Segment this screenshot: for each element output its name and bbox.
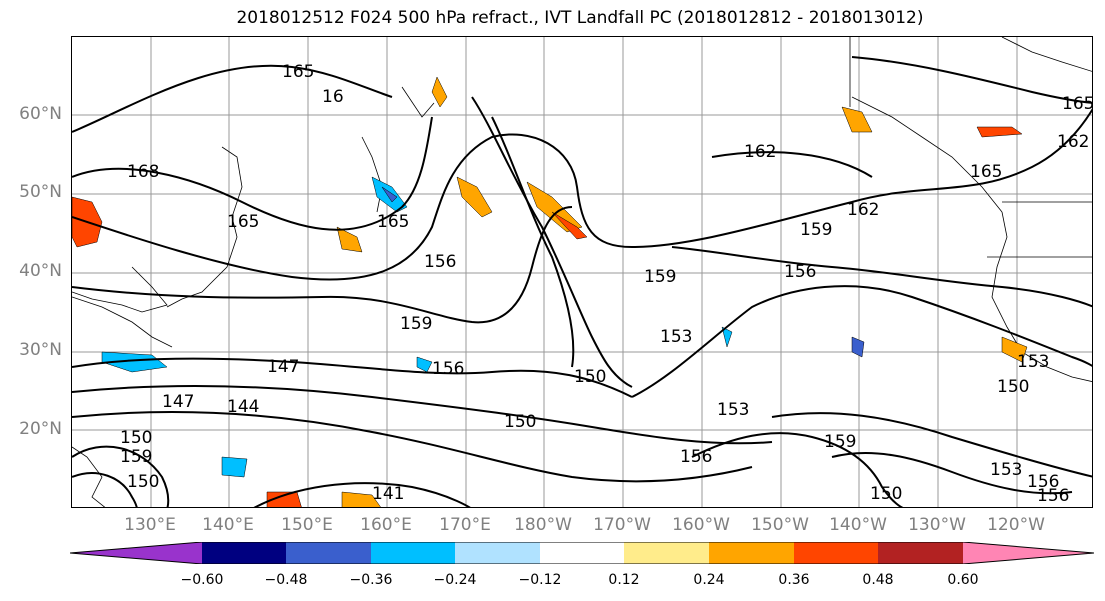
colorbar-segment: [624, 542, 709, 564]
colorbar-segment: [286, 542, 371, 564]
contour-label: 141: [372, 484, 404, 504]
contour-label: 159: [400, 314, 432, 334]
lon-label-170e: 170°E: [439, 515, 491, 535]
lon-label-160w: 160°W: [672, 515, 730, 535]
lat-label-30n: 30°N: [19, 340, 62, 360]
contour-label: 162: [1057, 132, 1089, 152]
shaded-features: [72, 76, 1028, 507]
contour-label: 147: [267, 357, 299, 377]
colorbar-segment: [70, 542, 202, 564]
gridlines: [72, 37, 1092, 507]
colorbar-tick: 0.60: [947, 572, 979, 588]
contour-label: 150: [504, 412, 536, 432]
coastlines: [72, 37, 1092, 507]
lon-label-150e: 150°E: [281, 515, 333, 535]
contour-label: 165: [1062, 94, 1093, 114]
contour-label: 156: [432, 359, 464, 379]
colorbar-segment: [202, 542, 286, 564]
lat-label-60n: 60°N: [19, 104, 62, 124]
contour-labels: 165 16 168 165 165 156 159 162 159 156 1…: [120, 62, 1093, 506]
contour-label: 168: [127, 162, 159, 182]
colorbar-segment: [709, 542, 794, 564]
colorbar: [70, 542, 1094, 564]
colorbar-tick: −0.36: [349, 572, 393, 588]
contour-label: 150: [127, 472, 159, 492]
colorbar-tick: 0.48: [862, 572, 894, 588]
contour-label: 159: [120, 447, 152, 467]
contour-label: 156: [424, 252, 456, 272]
colorbar-segment: [878, 542, 963, 564]
lon-label-130e: 130°E: [124, 515, 176, 535]
colorbar-tick: −0.60: [180, 572, 224, 588]
contour-label: 150: [120, 428, 152, 448]
contour-label: 147: [162, 392, 194, 412]
contour-label: 150: [574, 367, 606, 387]
colorbar-segment: [540, 542, 624, 564]
contour-label: 159: [824, 432, 856, 452]
colorbar-segment: [963, 542, 1094, 564]
contour-label: 150: [870, 484, 902, 504]
contour-label: 162: [847, 200, 879, 220]
lat-label-40n: 40°N: [19, 261, 62, 281]
colorbar-segment: [371, 542, 455, 564]
contour-label: 153: [717, 400, 749, 420]
contour-label: 16: [322, 87, 344, 107]
colorbar-tick: 0.12: [608, 572, 640, 588]
colorbar-tick: 0.36: [778, 572, 810, 588]
colorbar-tick: −0.24: [433, 572, 477, 588]
lon-label-150w: 150°W: [751, 515, 809, 535]
contour-label: 159: [800, 220, 832, 240]
lat-label-50n: 50°N: [19, 182, 62, 202]
contour-label: 165: [227, 212, 259, 232]
contour-label: 165: [970, 162, 1002, 182]
lon-label-120w: 120°W: [987, 515, 1045, 535]
colorbar-segment: [455, 542, 540, 564]
colorbar-tick: −0.12: [518, 572, 562, 588]
contour-label: 165: [377, 212, 409, 232]
colorbar-tick: −0.48: [264, 572, 308, 588]
lon-label-140e: 140°E: [202, 515, 254, 535]
contour-label: 156: [1027, 472, 1059, 492]
height-contours: [72, 56, 1092, 507]
map-canvas: 165 16 168 165 165 156 159 162 159 156 1…: [72, 37, 1093, 507]
lon-label-170w: 170°W: [593, 515, 651, 535]
contour-label: 162: [744, 142, 776, 162]
contour-label: 153: [660, 327, 692, 347]
contour-label: 156: [1037, 486, 1069, 506]
contour-label: 156: [784, 262, 816, 282]
lon-label-180w: 180°W: [514, 515, 572, 535]
contour-label: 165: [282, 62, 314, 82]
contour-label: 153: [1017, 352, 1049, 372]
contour-label: 150: [997, 377, 1029, 397]
lon-label-140w: 140°W: [829, 515, 887, 535]
colorbar-segment: [794, 542, 878, 564]
contour-label: 144: [227, 397, 259, 417]
map-panel: 165 16 168 165 165 156 159 162 159 156 1…: [71, 36, 1093, 508]
contour-label: 156: [680, 447, 712, 467]
lat-label-20n: 20°N: [19, 419, 62, 439]
colorbar-tick: 0.24: [693, 572, 725, 588]
lon-label-130w: 130°W: [908, 515, 966, 535]
lon-label-160e: 160°E: [360, 515, 412, 535]
contour-label: 153: [990, 460, 1022, 480]
contour-label: 159: [644, 267, 676, 287]
map-title: 2018012512 F024 500 hPa refract., IVT La…: [236, 8, 924, 28]
